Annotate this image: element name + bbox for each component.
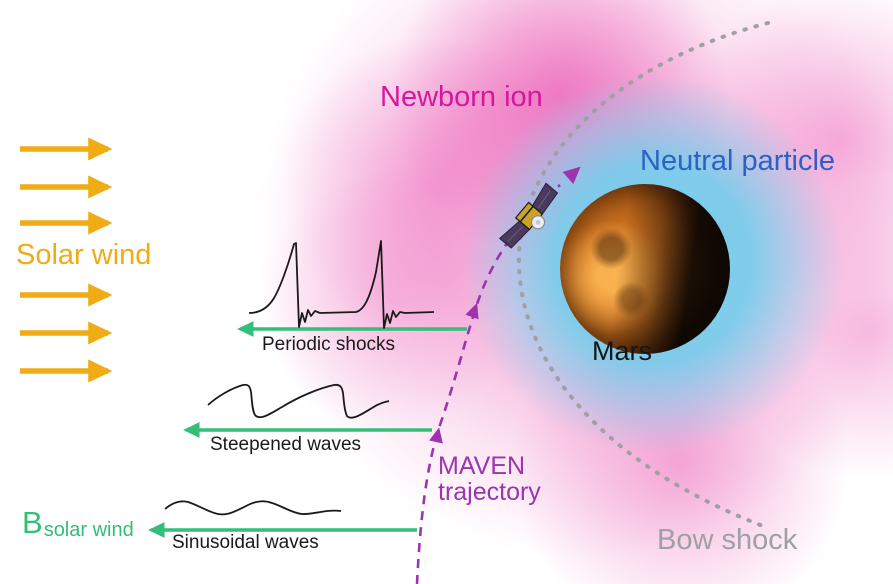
- maven-spacecraft-icon: [498, 182, 559, 249]
- maven-trajectory-label-line1: MAVEN: [438, 452, 526, 480]
- b-subscript: solar wind: [43, 519, 134, 541]
- steepened-waves-waveform: [207, 383, 390, 419]
- maven-trajectory-curve: [415, 184, 561, 584]
- newborn-ion-label: Newborn ion: [380, 81, 543, 113]
- mars-label: Mars: [592, 336, 652, 366]
- maven-trajectory-label-line2: trajectory: [438, 478, 541, 507]
- mars-planet: [560, 184, 730, 354]
- b-solar-wind-label: Bsolar wind: [22, 505, 134, 541]
- sinusoidal-waves-waveform: [164, 500, 342, 516]
- solar-wind-arrows: [20, 137, 113, 383]
- bow-shock-label: Bow shock: [657, 524, 798, 556]
- field-arrows: [148, 321, 467, 538]
- b-symbol: B: [22, 505, 43, 540]
- periodic-shocks-label: Periodic shocks: [262, 334, 396, 355]
- trajectory-arrowhead-icon: [562, 166, 581, 184]
- trajectory-arrowhead-icon: [429, 427, 443, 444]
- trajectory-arrowhead-icon: [465, 302, 479, 320]
- sinusoidal-waves-label: Sinusoidal waves: [172, 532, 319, 553]
- bow-shock-curve: [517, 21, 770, 530]
- maven-trajectory-label: MAVEN trajectory: [438, 453, 541, 506]
- steepened-waves-label: Steepened waves: [210, 434, 362, 455]
- trajectory-arrowheads: [429, 166, 581, 444]
- periodic-shocks-waveform: [248, 240, 435, 329]
- neutral-particle-label: Neutral particle: [640, 145, 836, 177]
- waveforms: [164, 240, 435, 516]
- solar-wind-label: Solar wind: [16, 239, 152, 271]
